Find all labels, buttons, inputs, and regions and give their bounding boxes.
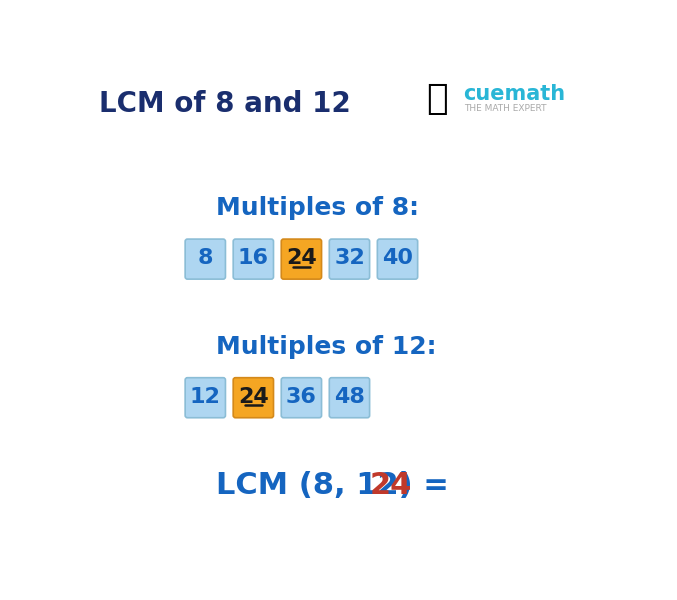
- FancyBboxPatch shape: [329, 377, 370, 418]
- FancyBboxPatch shape: [281, 377, 322, 418]
- FancyBboxPatch shape: [281, 239, 322, 279]
- Text: 🚀: 🚀: [427, 82, 448, 116]
- Text: 24: 24: [369, 471, 412, 500]
- Text: 48: 48: [334, 387, 365, 407]
- Text: LCM (8, 12) =: LCM (8, 12) =: [216, 471, 459, 500]
- FancyBboxPatch shape: [233, 377, 274, 418]
- Text: 40: 40: [382, 248, 413, 268]
- Text: cuemath: cuemath: [463, 83, 565, 104]
- Text: 24: 24: [286, 248, 317, 268]
- FancyBboxPatch shape: [377, 239, 418, 279]
- Text: 8: 8: [198, 248, 213, 268]
- Text: Multiples of 12:: Multiples of 12:: [216, 335, 436, 359]
- Text: 12: 12: [190, 387, 221, 407]
- Text: THE MATH EXPERT: THE MATH EXPERT: [464, 104, 547, 113]
- Text: 16: 16: [238, 248, 269, 268]
- Text: LCM of 8 and 12: LCM of 8 and 12: [99, 91, 350, 118]
- Text: Multiples of 8:: Multiples of 8:: [216, 196, 419, 220]
- FancyBboxPatch shape: [185, 377, 225, 418]
- FancyBboxPatch shape: [185, 239, 225, 279]
- FancyBboxPatch shape: [329, 239, 370, 279]
- Text: 24: 24: [238, 387, 269, 407]
- Text: 36: 36: [286, 387, 317, 407]
- Text: 32: 32: [334, 248, 365, 268]
- FancyBboxPatch shape: [233, 239, 274, 279]
